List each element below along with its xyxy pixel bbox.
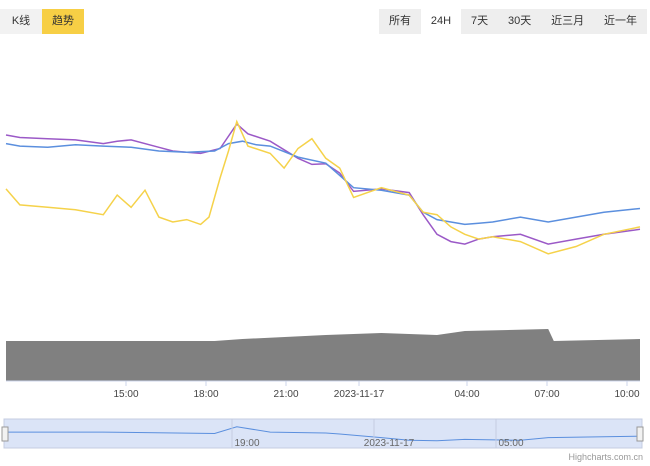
navigator-right-handle[interactable] xyxy=(636,426,644,442)
range-30d-button[interactable]: 30天 xyxy=(507,15,532,27)
x-tick-label: 04:00 xyxy=(454,389,479,400)
volume-area xyxy=(6,329,640,381)
range-1y-button[interactable]: 近一年 xyxy=(604,15,638,27)
series-line-1 xyxy=(5,140,641,226)
series-line-0 xyxy=(5,122,641,245)
navigator-series xyxy=(6,426,641,442)
range-7d-button[interactable]: 7天 xyxy=(470,15,489,27)
navigator-label: 05:00 xyxy=(498,438,523,449)
range-24h-button[interactable]: 24H xyxy=(420,9,461,34)
navigator-label: 2023-11-17 xyxy=(364,438,415,449)
navigator-label: 19:00 xyxy=(234,438,259,449)
navigator-window[interactable] xyxy=(3,418,643,449)
x-tick-label: 2023-11-17 xyxy=(334,389,385,400)
range-all-button[interactable]: 所有 xyxy=(388,15,411,27)
view-toggle: K线 趋势 xyxy=(0,9,84,34)
trend-button[interactable]: 趋势 xyxy=(42,9,84,34)
navigator-left-handle[interactable] xyxy=(1,426,9,442)
x-tick-label: 10:00 xyxy=(614,389,639,400)
range-3m-button[interactable]: 近三月 xyxy=(551,15,585,27)
chart-credit: Highcharts.com.cn xyxy=(568,452,643,462)
x-tick-label: 18:00 xyxy=(193,389,218,400)
kline-button[interactable]: K线 xyxy=(11,15,31,27)
x-tick-label: 07:00 xyxy=(534,389,559,400)
series-line-2 xyxy=(5,119,641,255)
time-range-selector: 所有 24H 7天 30天 近三月 近一年 xyxy=(379,9,647,34)
x-tick-label: 15:00 xyxy=(113,389,138,400)
x-tick-label: 21:00 xyxy=(273,389,298,400)
